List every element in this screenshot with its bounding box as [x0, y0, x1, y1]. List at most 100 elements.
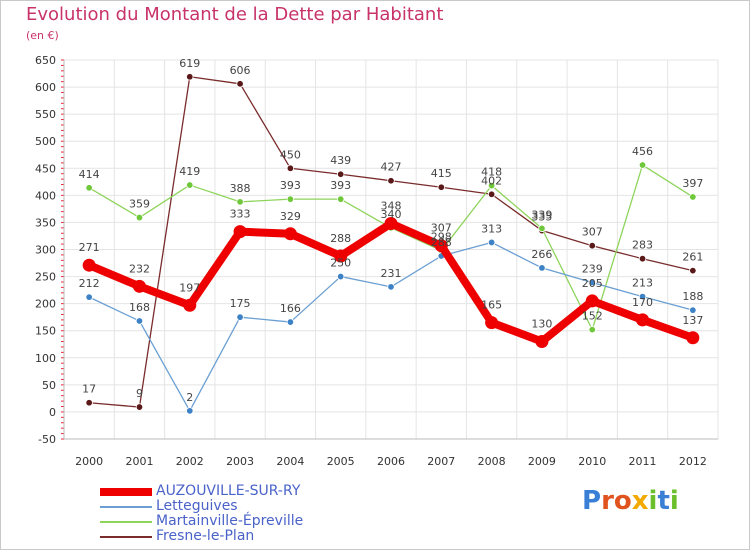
- data-point: [487, 238, 496, 247]
- data-point: [236, 80, 244, 88]
- x-tick-label: 2007: [427, 455, 455, 468]
- data-label: 340: [381, 208, 402, 221]
- y-tick-label: 150: [35, 325, 56, 338]
- data-point: [183, 298, 197, 312]
- data-point: [434, 239, 448, 253]
- data-label: 288: [330, 232, 351, 245]
- y-tick-label: 350: [35, 216, 56, 229]
- data-point: [686, 331, 700, 345]
- data-label: 397: [682, 177, 703, 190]
- data-label: 197: [179, 281, 200, 294]
- data-label: 261: [682, 251, 703, 264]
- y-tick-label: 500: [35, 135, 56, 148]
- data-label: 283: [632, 239, 653, 252]
- data-label: 415: [431, 167, 452, 180]
- legend-label-fresne: Fresne-le-Plan: [156, 528, 255, 544]
- legend-swatch-fresne: [100, 536, 152, 538]
- data-point: [487, 181, 496, 190]
- logo-letter: o: [613, 486, 632, 516]
- data-label: 418: [481, 166, 502, 179]
- data-label: 427: [381, 161, 402, 174]
- x-tick-label: 2003: [226, 455, 254, 468]
- y-tick-label: 100: [35, 352, 56, 365]
- data-label: 348: [381, 200, 402, 213]
- data-point: [689, 193, 697, 201]
- data-point: [336, 272, 345, 281]
- y-tick-label: 400: [35, 189, 56, 202]
- data-point: [638, 292, 647, 301]
- data-point: [135, 213, 144, 222]
- data-label: 231: [381, 267, 402, 280]
- data-label: 166: [280, 302, 301, 315]
- data-point: [334, 249, 348, 263]
- data-point: [487, 190, 496, 198]
- data-point: [384, 217, 398, 231]
- data-label: 333: [230, 208, 251, 221]
- data-point: [283, 227, 297, 241]
- data-point: [186, 181, 194, 189]
- data-label: 175: [230, 297, 251, 310]
- legend-label-letteguives: Letteguives: [156, 498, 238, 514]
- x-tick-label: 2009: [528, 455, 556, 468]
- data-label: 239: [582, 263, 603, 276]
- data-label: 307: [582, 226, 603, 239]
- data-point: [387, 177, 395, 185]
- data-label: 168: [129, 301, 150, 314]
- data-point: [336, 195, 345, 203]
- data-label: 606: [230, 64, 251, 77]
- data-point: [689, 306, 697, 314]
- data-label: 335: [531, 211, 552, 224]
- logo-letter: x: [631, 486, 649, 516]
- chart-subtitle: (en €): [26, 29, 59, 42]
- data-point: [186, 73, 194, 81]
- data-label: 619: [179, 57, 200, 70]
- data-point: [85, 293, 93, 301]
- data-point: [689, 266, 697, 275]
- data-point: [638, 161, 647, 169]
- data-label: 2: [186, 391, 193, 404]
- data-point: [132, 279, 146, 293]
- x-tick-label: 2008: [478, 455, 506, 468]
- data-label: 419: [179, 165, 200, 178]
- data-point: [535, 335, 549, 349]
- x-tick-label: 2002: [176, 455, 204, 468]
- legend-swatch-martainville: [100, 521, 152, 523]
- data-point: [485, 316, 499, 330]
- x-tick-label: 2001: [125, 455, 153, 468]
- y-tick-label: 200: [35, 298, 56, 311]
- y-tick-label: 50: [42, 379, 56, 392]
- y-tick-label: 650: [35, 54, 56, 67]
- y-tick-label: 550: [35, 108, 56, 121]
- data-label: 212: [79, 277, 100, 290]
- y-tick-label: 250: [35, 271, 56, 284]
- x-tick-label: 2004: [276, 455, 304, 468]
- proxiti-logo: Proxiti: [582, 486, 679, 516]
- data-point: [85, 184, 93, 192]
- data-label: 130: [531, 318, 552, 331]
- data-label: 329: [280, 210, 301, 223]
- data-label: 9: [136, 387, 143, 400]
- data-label: 414: [79, 168, 100, 181]
- data-point: [233, 225, 247, 239]
- chart-title: Evolution du Montant de la Dette par Hab…: [26, 4, 444, 25]
- data-label: 271: [79, 241, 100, 254]
- data-label: 298: [431, 231, 452, 244]
- data-label: 165: [481, 299, 502, 312]
- x-tick-label: 2012: [679, 455, 707, 468]
- data-label: 288: [431, 236, 452, 249]
- data-point: [387, 283, 395, 291]
- data-point: [588, 242, 596, 250]
- x-tick-label: 2000: [75, 455, 103, 468]
- data-point: [286, 195, 295, 203]
- data-label: 359: [129, 198, 150, 211]
- data-point: [286, 318, 295, 326]
- x-tick-label: 2010: [578, 455, 606, 468]
- data-point: [236, 313, 244, 321]
- data-point: [538, 264, 546, 272]
- data-point: [286, 164, 295, 172]
- data-label: 170: [632, 296, 653, 309]
- logo-letter: P: [582, 486, 602, 516]
- data-point: [588, 278, 596, 287]
- y-tick-label: -50: [38, 433, 56, 446]
